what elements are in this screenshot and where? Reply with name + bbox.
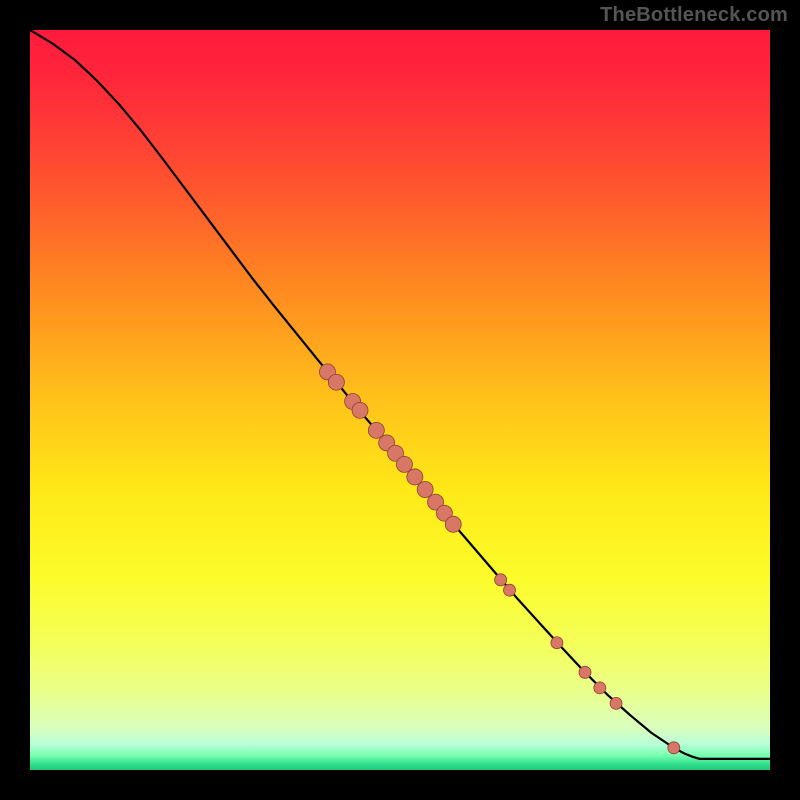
data-marker bbox=[504, 584, 516, 596]
data-marker bbox=[445, 516, 461, 532]
data-marker bbox=[328, 374, 344, 390]
data-marker bbox=[610, 697, 622, 709]
data-marker bbox=[495, 574, 507, 586]
data-marker bbox=[407, 469, 423, 485]
chart-plot-area bbox=[30, 30, 770, 770]
data-marker bbox=[368, 422, 384, 438]
gradient-background bbox=[30, 30, 770, 770]
data-marker bbox=[579, 666, 591, 678]
data-marker bbox=[417, 482, 433, 498]
data-marker bbox=[594, 682, 606, 694]
data-marker bbox=[396, 456, 412, 472]
data-marker bbox=[551, 637, 563, 649]
data-marker bbox=[668, 742, 680, 754]
chart-svg bbox=[30, 30, 770, 770]
data-marker bbox=[352, 402, 368, 418]
watermark-text: TheBottleneck.com bbox=[600, 4, 788, 27]
